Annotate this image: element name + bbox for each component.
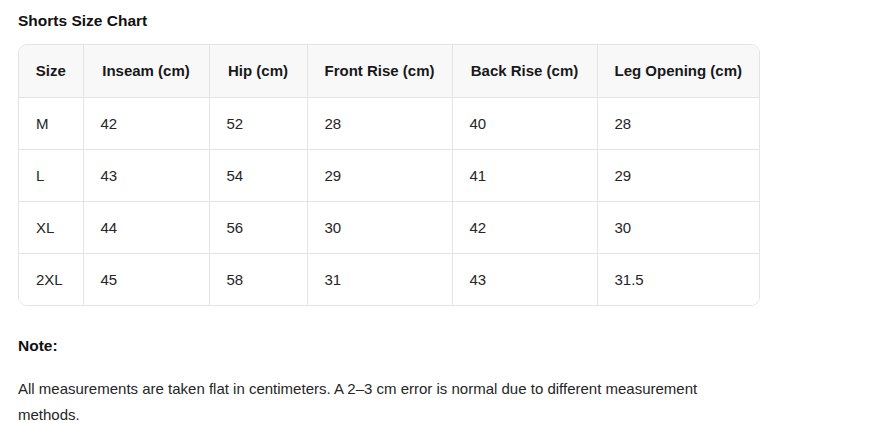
table-row-l: L 43 54 29 41 29: [19, 149, 759, 201]
size-chart-table-container: Size Inseam (cm) Hip (cm) Front Rise (cm…: [18, 44, 760, 306]
column-header-back-rise: Back Rise (cm): [452, 45, 597, 97]
table-row-m: M 42 52 28 40 28: [19, 97, 759, 149]
table-cell-leg-opening: 31.5: [597, 253, 759, 305]
table-cell-size: XL: [19, 201, 83, 253]
table-cell-front-rise: 31: [307, 253, 452, 305]
note-text-line-1: All measurements are taken flat in centi…: [18, 376, 869, 402]
table-cell-size: 2XL: [19, 253, 83, 305]
table-cell-hip: 58: [209, 253, 307, 305]
table-row-xl: XL 44 56 30 42 30: [19, 201, 759, 253]
table-cell-back-rise: 40: [452, 97, 597, 149]
table-cell-inseam: 44: [83, 201, 209, 253]
note-heading: Note:: [18, 336, 869, 355]
column-header-leg-opening: Leg Opening (cm): [597, 45, 759, 97]
table-row-2xl: 2XL 45 58 31 43 31.5: [19, 253, 759, 305]
note-text-line-2: methods.: [18, 402, 869, 423]
table-cell-hip: 54: [209, 149, 307, 201]
table-cell-size: M: [19, 97, 83, 149]
table-cell-front-rise: 30: [307, 201, 452, 253]
table-cell-size: L: [19, 149, 83, 201]
column-header-hip: Hip (cm): [209, 45, 307, 97]
note-text: All measurements are taken flat in centi…: [18, 376, 869, 423]
column-header-front-rise: Front Rise (cm): [307, 45, 452, 97]
table-cell-leg-opening: 30: [597, 201, 759, 253]
table-cell-back-rise: 42: [452, 201, 597, 253]
table-cell-inseam: 42: [83, 97, 209, 149]
table-cell-hip: 52: [209, 97, 307, 149]
table-cell-front-rise: 28: [307, 97, 452, 149]
table-header-row: Size Inseam (cm) Hip (cm) Front Rise (cm…: [19, 45, 759, 97]
table-cell-front-rise: 29: [307, 149, 452, 201]
table-cell-leg-opening: 29: [597, 149, 759, 201]
table-cell-inseam: 45: [83, 253, 209, 305]
table-cell-hip: 56: [209, 201, 307, 253]
size-chart-page: Shorts Size Chart Size Inseam (cm) Hip (…: [0, 0, 887, 423]
table-cell-inseam: 43: [83, 149, 209, 201]
table-cell-leg-opening: 28: [597, 97, 759, 149]
size-chart-table: Size Inseam (cm) Hip (cm) Front Rise (cm…: [19, 45, 759, 305]
column-header-inseam: Inseam (cm): [83, 45, 209, 97]
table-cell-back-rise: 43: [452, 253, 597, 305]
page-title: Shorts Size Chart: [18, 11, 869, 30]
column-header-size: Size: [19, 45, 83, 97]
table-cell-back-rise: 41: [452, 149, 597, 201]
